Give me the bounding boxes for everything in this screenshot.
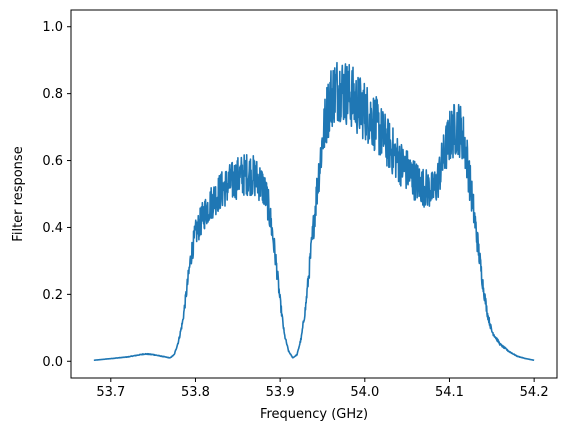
x-tick-label: 54.1 bbox=[435, 385, 464, 400]
y-tick-label: 0.6 bbox=[42, 154, 63, 169]
y-axis-label: Filter response bbox=[11, 146, 26, 241]
y-tick-label: 1.0 bbox=[42, 20, 63, 35]
y-tick-label: 0.8 bbox=[42, 87, 63, 102]
x-tick-label: 53.9 bbox=[266, 385, 295, 400]
y-axis-ticks: 0.0 0.2 0.4 0.6 0.8 1.0 bbox=[42, 20, 71, 370]
x-tick-label: 54.2 bbox=[520, 385, 549, 400]
series-line bbox=[93, 61, 535, 362]
x-axis-label: Frequency (GHz) bbox=[260, 407, 368, 422]
x-tick-label: 53.7 bbox=[96, 385, 125, 400]
x-tick-label: 53.8 bbox=[181, 385, 210, 400]
x-tick-label: 54.0 bbox=[350, 385, 379, 400]
y-tick-label: 0.4 bbox=[42, 221, 63, 236]
y-tick-label: 0.0 bbox=[42, 355, 63, 370]
series-layer bbox=[93, 61, 535, 362]
y-tick-label: 0.2 bbox=[42, 288, 63, 303]
plot-frame bbox=[70, 9, 558, 379]
x-axis-ticks: 53.7 53.8 53.9 54.0 54.1 54.2 bbox=[96, 378, 549, 400]
plot-area bbox=[71, 10, 557, 378]
